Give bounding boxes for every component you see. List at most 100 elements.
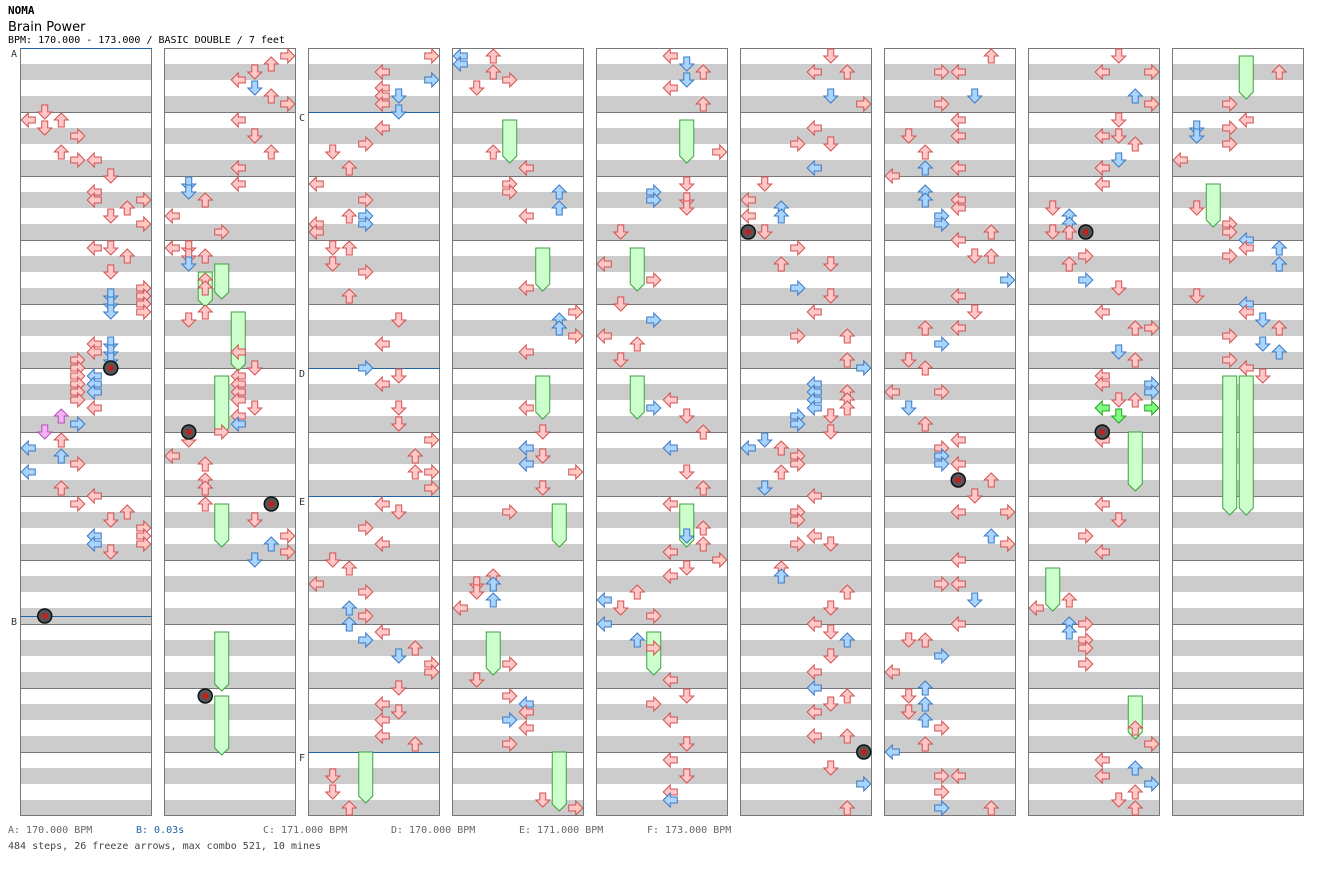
stripe-band (452, 640, 584, 656)
step-arrow (70, 151, 86, 169)
legend-f: F: 173.000 BPM (647, 825, 732, 836)
column-frame (884, 48, 1016, 816)
legend-d: D: 170.000 BPM (391, 825, 476, 836)
step-arrow (695, 96, 712, 112)
stripe-band (596, 160, 728, 176)
step-arrow (230, 391, 246, 409)
stripe-band (1028, 352, 1160, 368)
step-arrow (806, 159, 822, 177)
stripe-band (740, 736, 872, 752)
stripe-band (164, 160, 296, 176)
step-arrow (246, 400, 263, 416)
step-arrow (934, 575, 950, 593)
step-arrow (214, 423, 230, 441)
stripe-band (308, 160, 440, 176)
stripe-band (1172, 128, 1304, 144)
stripe-band (884, 736, 1016, 752)
mine-icon (197, 688, 213, 704)
mine-core (955, 477, 962, 483)
stripe-band (596, 736, 728, 752)
step-arrow (1110, 280, 1127, 296)
step-arrow (1144, 63, 1160, 81)
step-arrow (822, 624, 839, 640)
step-arrow (53, 112, 70, 128)
stripe-band (452, 576, 584, 592)
stripe-band (1172, 576, 1304, 592)
step-arrow (1094, 495, 1110, 513)
step-arrow (534, 480, 551, 496)
step-arrow (1222, 327, 1238, 345)
step-arrow (822, 88, 839, 104)
step-arrow (917, 680, 934, 696)
stripe-band (740, 480, 872, 496)
stripe-band (164, 800, 296, 816)
stripe-band (1028, 320, 1160, 336)
mine-core (107, 365, 114, 371)
stripe-band (884, 480, 1016, 496)
legend-a: A: 170.000 BPM (8, 825, 93, 836)
step-arrow (839, 728, 856, 744)
step-arrow (966, 304, 983, 320)
mine-core (1099, 429, 1106, 435)
mine-core (202, 693, 209, 699)
mine-icon (1094, 424, 1110, 440)
mine-core (268, 501, 275, 507)
step-arrow (1110, 392, 1127, 408)
stripe-band (164, 384, 296, 400)
step-arrow (246, 512, 263, 528)
step-arrow (86, 383, 102, 401)
step-arrow (534, 448, 551, 464)
stripe-band (1028, 160, 1160, 176)
chart-info: BPM: 170.000 - 173.000 / BASIC DOUBLE / … (8, 35, 285, 46)
freeze-arrow (1238, 375, 1254, 516)
step-arrow (1127, 800, 1144, 816)
stripe-band (596, 512, 728, 528)
step-arrow (822, 256, 839, 272)
step-arrow (263, 56, 280, 72)
step-arrow (740, 191, 756, 209)
stripe-band (1172, 704, 1304, 720)
stripe-band (164, 192, 296, 208)
step-arrow (678, 528, 695, 544)
step-arrow (1271, 64, 1288, 80)
step-arrow (53, 408, 70, 424)
step-arrow (917, 360, 934, 376)
step-arrow (612, 224, 629, 240)
step-arrow (884, 383, 900, 401)
chart-stats: 484 steps, 26 freeze arrows, max combo 5… (8, 841, 322, 852)
step-arrow (934, 647, 950, 665)
stripe-band (164, 544, 296, 560)
step-arrow (646, 695, 662, 713)
freeze-arrow (551, 751, 567, 812)
stripe-band (1028, 512, 1160, 528)
step-arrow (839, 632, 856, 648)
step-arrow (839, 352, 856, 368)
stripe-band (20, 576, 152, 592)
step-arrow (502, 183, 518, 201)
stripe-band (740, 256, 872, 272)
stripe-band (596, 384, 728, 400)
step-arrow (70, 415, 86, 433)
stripe-band (1172, 320, 1304, 336)
step-arrow (806, 119, 822, 137)
step-arrow (358, 263, 374, 281)
mine-icon (37, 608, 53, 624)
stripe-band (596, 544, 728, 560)
stripe-band (308, 64, 440, 80)
stripe-band (1028, 416, 1160, 432)
column-frame (1028, 48, 1160, 816)
stripe-band (740, 768, 872, 784)
step-arrow (390, 312, 407, 328)
step-arrow (53, 432, 70, 448)
step-arrow (341, 600, 358, 616)
step-arrow (806, 487, 822, 505)
step-arrow (806, 727, 822, 745)
stripe-band (452, 512, 584, 528)
step-arrow (102, 304, 119, 320)
stripe-band (740, 576, 872, 592)
step-arrow (695, 520, 712, 536)
step-arrow (806, 679, 822, 697)
step-arrow (568, 327, 584, 345)
stripe-band (740, 320, 872, 336)
step-arrow (374, 711, 390, 729)
